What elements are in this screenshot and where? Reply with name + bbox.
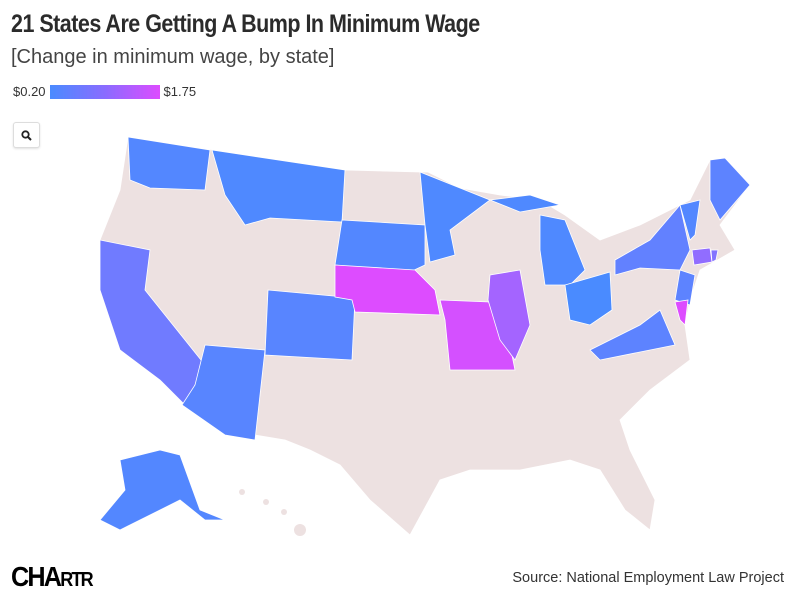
map-base	[99, 136, 751, 536]
state-new-york[interactable]	[614, 204, 691, 276]
hawaii-island	[263, 499, 269, 505]
state-illinois[interactable]	[487, 269, 531, 361]
chart-title: 21 States Are Getting A Bump In Minimum …	[11, 10, 480, 38]
state-delaware[interactable]	[674, 299, 689, 326]
state-vermont[interactable]	[679, 199, 701, 241]
color-legend: $0.20 $1.75	[13, 84, 196, 99]
zoom-button[interactable]	[13, 122, 40, 148]
search-icon	[21, 129, 32, 141]
state-montana[interactable]	[211, 149, 346, 226]
state-michigan[interactable]	[489, 194, 561, 213]
legend-min-label: $0.20	[13, 84, 46, 99]
state-nebraska[interactable]	[334, 264, 441, 316]
state-minnesota[interactable]	[419, 171, 491, 263]
state-washington[interactable]	[127, 136, 211, 191]
state-new-jersey[interactable]	[674, 269, 696, 306]
hawaii-island	[294, 524, 306, 536]
chartr-logo: CHARTR	[11, 561, 94, 592]
state-maine[interactable]	[709, 157, 751, 221]
state-colorado[interactable]	[264, 289, 356, 361]
state-rhode-island[interactable]	[710, 249, 719, 263]
chart-subtitle: [Change in minimum wage, by state]	[11, 46, 335, 68]
state-connecticut[interactable]	[691, 247, 713, 266]
state-south-dakota[interactable]	[334, 219, 426, 273]
legend-gradient-bar	[49, 84, 160, 99]
state-virginia[interactable]	[589, 309, 676, 361]
legend-max-label: $1.75	[163, 84, 197, 99]
state-ohio[interactable]	[564, 271, 613, 326]
hawaii-island	[281, 509, 287, 515]
hawaii-island	[239, 489, 245, 495]
source-note: Source: National Employment Law Project	[512, 570, 784, 586]
state-alaska[interactable]	[99, 449, 226, 531]
